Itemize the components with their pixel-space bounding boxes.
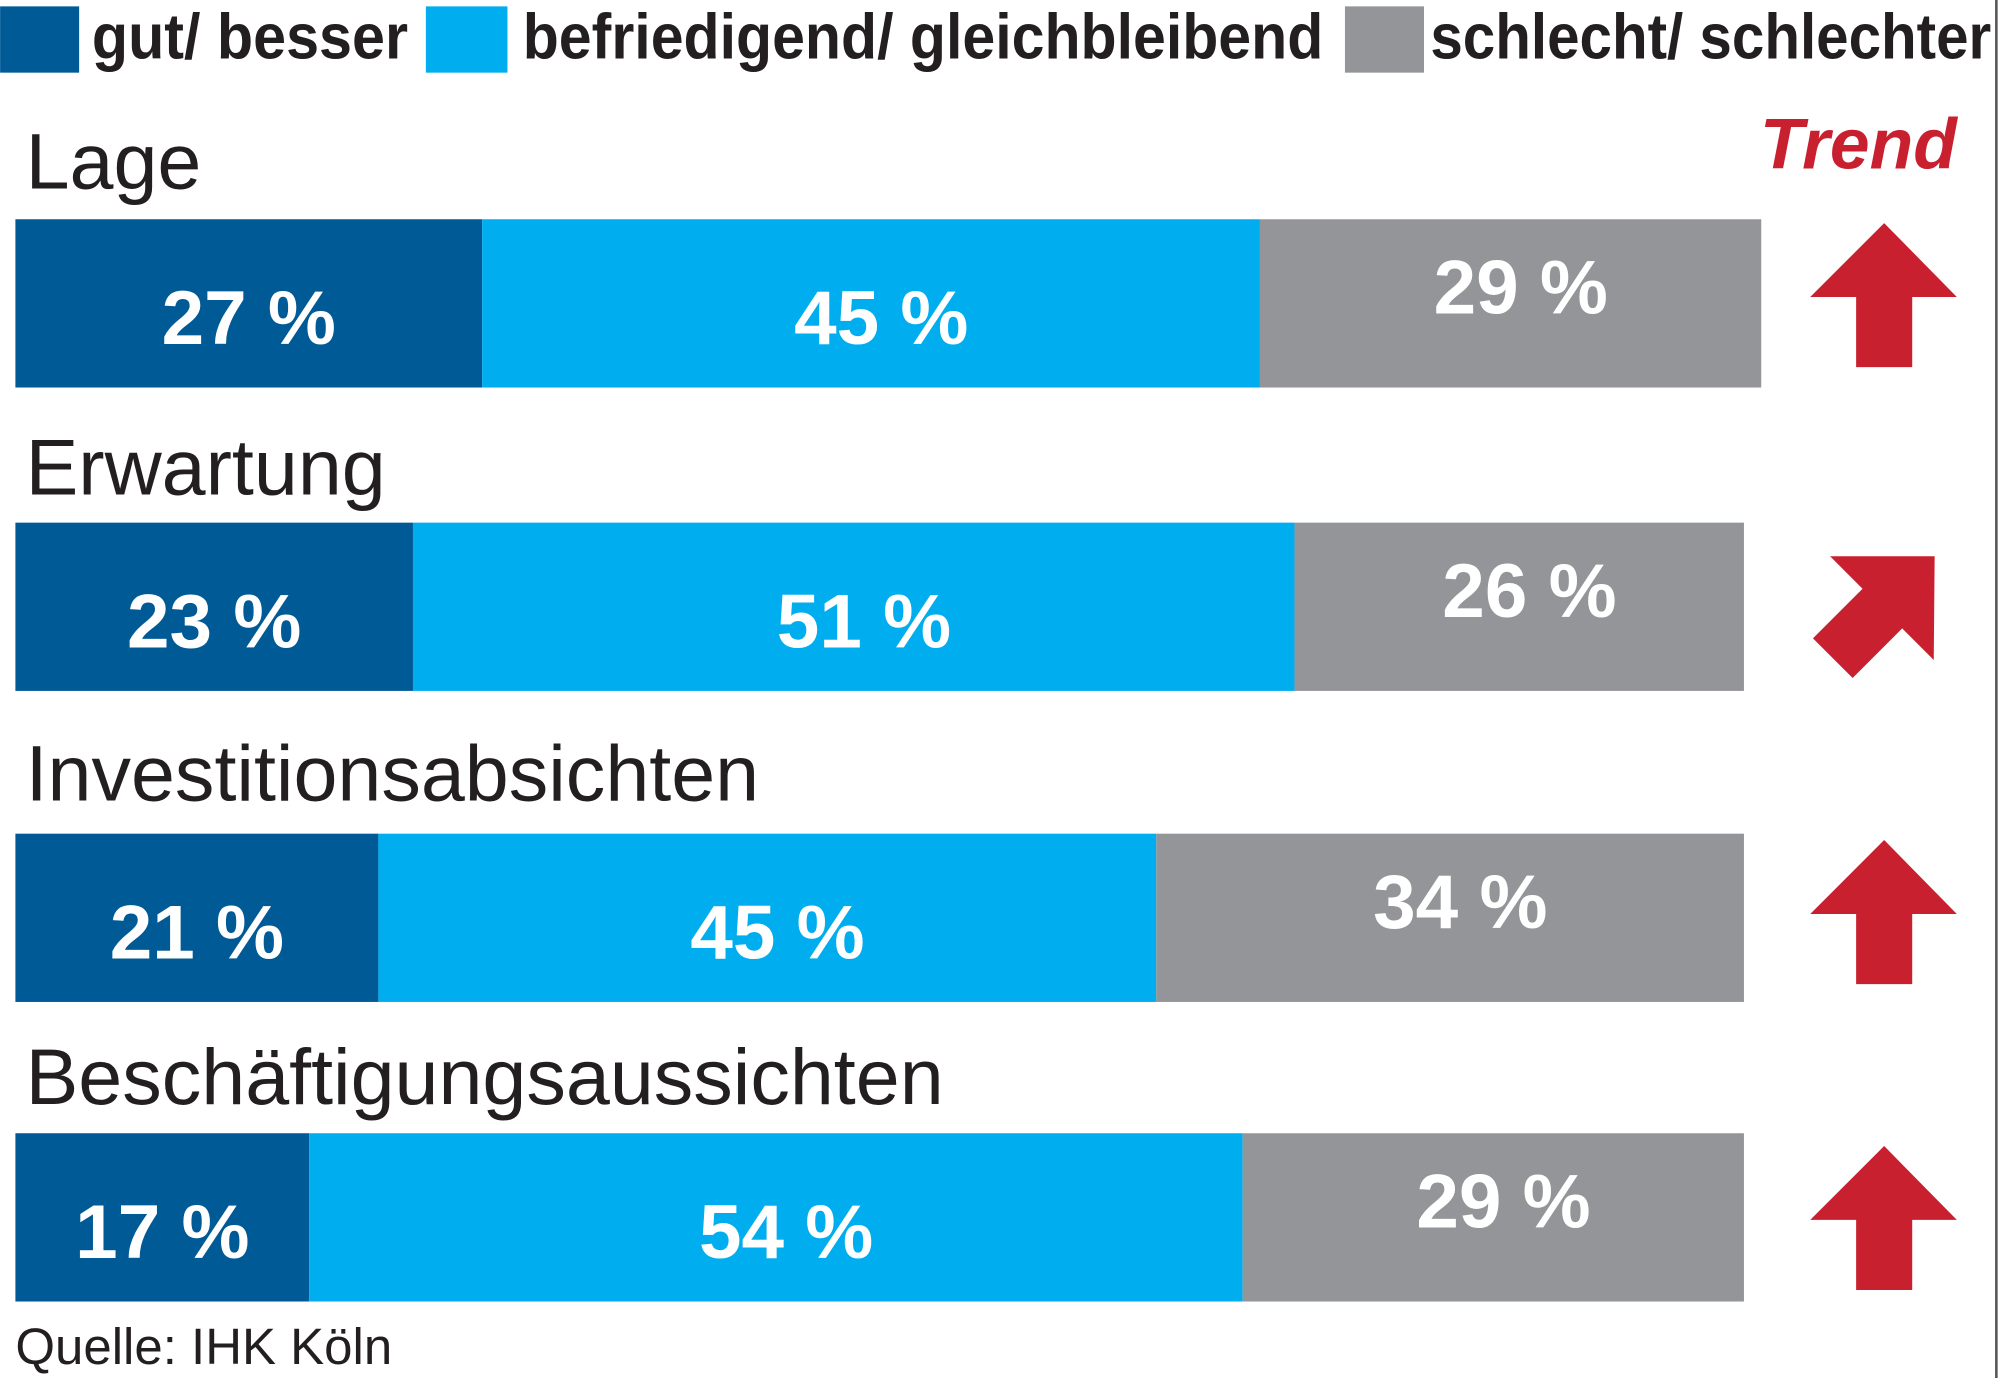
trend-arrow-up [1810,1145,1957,1291]
category-label: Lage [26,117,202,206]
source: Quelle: IHK Köln [15,1318,392,1375]
legend-swatch [425,6,508,73]
value-label: 45 % [794,276,968,361]
legend-label: schlecht/ schlechter [1430,1,1991,73]
bar-segment [1259,219,1762,388]
value-label: 26 % [1442,549,1616,634]
legend-swatch [0,6,80,73]
category-label: Beschäftigungsaussichten [26,1032,944,1121]
bar-segment [15,833,379,1002]
legend-label: gut/ besser [92,1,408,73]
bar-segment [1294,522,1744,691]
legend-label: befriedigend/ gleichbleibend [523,1,1324,73]
value-label: 34 % [1373,860,1547,945]
category-label: Investitionsabsichten [26,729,760,818]
bar-segment [1156,833,1744,1002]
trend-arrow-up-right [1812,556,1935,678]
category-label: Erwartung [26,423,386,512]
value-label: 54 % [699,1190,873,1275]
value-label: 17 % [75,1190,249,1275]
value-label: 27 % [162,276,336,361]
value-label: 45 % [690,891,864,976]
bar-segment [15,219,483,388]
trend-title: Trend [1760,104,1958,184]
bar-segment [309,1133,1243,1302]
value-label: 29 % [1416,1160,1590,1245]
value-label: 51 % [777,580,951,665]
bar-segment [412,522,1295,691]
value-label: 29 % [1434,246,1608,331]
legend-swatch [1344,6,1424,73]
trend-arrows [1810,223,1957,1291]
bar-segment [15,1133,310,1302]
trend-arrow-up [1810,840,1957,985]
bar-segment [15,522,413,691]
value-label: 21 % [110,891,284,976]
bar-segment [482,219,1260,388]
bar-segment [378,833,1157,1002]
value-label: 23 % [127,580,301,665]
trend-arrow-up [1810,223,1957,368]
bar-segment [1242,1133,1744,1302]
